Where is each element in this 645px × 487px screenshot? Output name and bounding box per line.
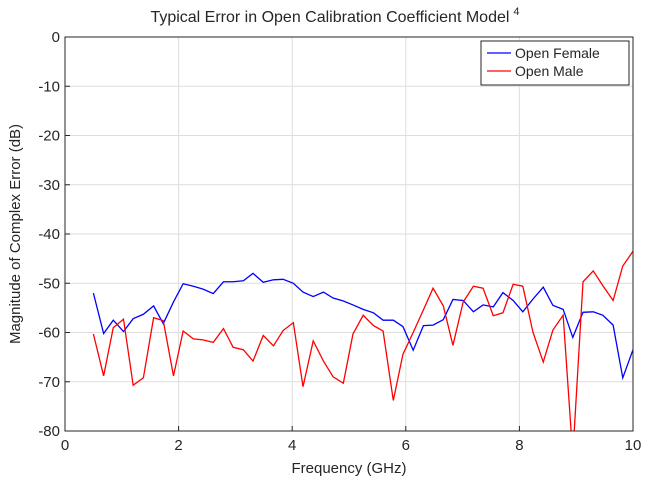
title-text: Typical Error in Open Calibration Coeffi… — [150, 9, 509, 26]
y-tick-label: -10 — [38, 78, 60, 95]
y-tick-label: -30 — [38, 177, 60, 194]
y-tick-label: -50 — [38, 275, 60, 292]
x-axis-label: Frequency (GHz) — [291, 460, 406, 477]
legend-box — [480, 40, 630, 86]
y-tick-label: -80 — [38, 423, 60, 440]
y-tick-label: -20 — [38, 128, 60, 145]
lines — [92, 250, 633, 431]
x-tick-label: 4 — [288, 437, 296, 454]
y-tick-label: 0 — [52, 29, 60, 46]
x-tick-label: 2 — [174, 437, 182, 454]
y-tick-label: -70 — [38, 374, 60, 391]
y-tick-label: -40 — [38, 226, 60, 243]
legend-label: Open Male — [515, 63, 584, 79]
legend: Open Female Open Male — [480, 40, 630, 86]
series-line — [92, 272, 633, 381]
x-tick-label: 10 — [625, 437, 642, 454]
y-tick-label: -60 — [38, 325, 60, 342]
x-tick-label: 8 — [515, 437, 523, 454]
chart-title: Typical Error in Open Calibration Coeffi… — [150, 6, 519, 26]
x-tick-label: 6 — [402, 437, 410, 454]
x-tick-label: 0 — [61, 437, 69, 454]
legend-label: Open Female — [515, 45, 600, 61]
title-superscript: 4 — [513, 6, 519, 18]
ticks: 0 2 4 6 8 10 -80 -70 -60 -50 -40 -30 -20 -10 0 — [38, 29, 641, 454]
y-axis-label: Magnitude of Complex Error (dB) — [7, 124, 24, 344]
series-line — [92, 250, 633, 431]
